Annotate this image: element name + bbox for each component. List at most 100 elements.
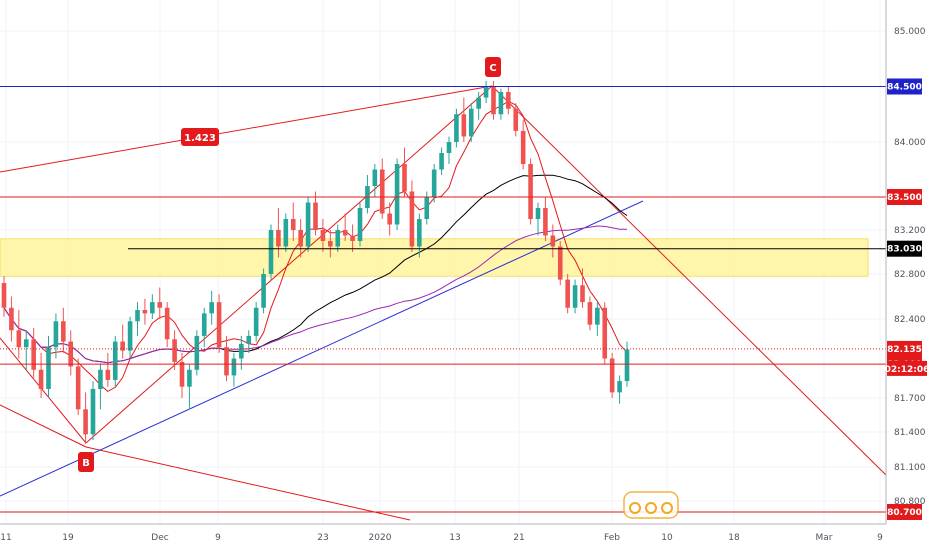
candle-body <box>461 114 467 137</box>
trendline <box>0 85 493 173</box>
price-tick-label: 82.800 <box>894 270 926 280</box>
candle-body <box>565 279 570 308</box>
candle-body <box>1 283 7 308</box>
last-price-badge <box>887 340 922 357</box>
candle-body <box>246 335 252 344</box>
candle-body <box>68 341 74 367</box>
countdown-badge <box>887 360 927 376</box>
price-tick-label: 81.400 <box>894 428 926 438</box>
candle-body <box>491 86 496 115</box>
candle-body <box>209 302 214 314</box>
price-level-badge <box>887 504 922 520</box>
candle-body <box>498 92 504 115</box>
candle-body <box>98 369 103 389</box>
time-tick-label: Mar <box>816 533 833 543</box>
candle-body <box>617 381 622 393</box>
candle-body <box>587 302 593 325</box>
candle-body <box>135 310 140 322</box>
candle-body <box>194 335 200 370</box>
candle-body <box>350 235 355 241</box>
candle-body <box>446 142 452 153</box>
candle-body <box>513 108 519 131</box>
candle-body <box>142 310 148 314</box>
candle-body <box>224 347 229 376</box>
candle-body <box>417 219 422 247</box>
candle-body <box>276 230 281 247</box>
candle-body <box>290 219 296 230</box>
candle-body <box>38 369 44 389</box>
candle-body <box>31 339 36 370</box>
candle-body <box>298 230 303 247</box>
candle-body <box>83 409 88 435</box>
candle-body <box>61 321 66 342</box>
candle-body <box>454 114 459 142</box>
trendline-layer <box>0 85 887 521</box>
time-tick-label: 13 <box>449 533 460 543</box>
price-tick-label: 80.800 <box>894 497 926 507</box>
time-tick-label: 2020 <box>369 533 392 543</box>
candle-body <box>572 285 578 308</box>
price-level-badge <box>887 189 922 205</box>
price-level-badge <box>887 240 922 257</box>
candle-body <box>580 285 585 303</box>
trendline <box>0 337 87 444</box>
candle-body <box>231 358 237 376</box>
candle-body <box>595 307 600 325</box>
candle-body <box>313 202 318 230</box>
candle-body <box>357 208 363 241</box>
candle-body <box>75 366 81 410</box>
candle-body <box>305 202 311 247</box>
price-axis[interactable]: 85.000 84.000 83.200 82.800 82.400 81.700 81.4… <box>894 27 926 507</box>
candle-body <box>335 230 341 247</box>
candle-body <box>602 307 608 359</box>
candle-body <box>550 235 556 247</box>
annotation-label: 1.423 <box>184 133 216 144</box>
candle-body <box>402 164 407 192</box>
candle-body <box>201 313 207 336</box>
candle-body <box>268 230 274 274</box>
candle-body <box>53 321 59 348</box>
time-tick-label: 19 <box>62 533 74 543</box>
candle-body <box>105 369 111 380</box>
candle-body <box>261 274 266 308</box>
price-tick-label: 83.200 <box>894 226 926 236</box>
candle-body <box>239 343 244 359</box>
countdown-label: 02:12:06 <box>885 365 930 375</box>
trendline <box>85 85 493 444</box>
time-tick-label: 23 <box>317 533 328 543</box>
price-tick-label: 85.000 <box>894 27 926 37</box>
tradingview-logo <box>623 491 679 519</box>
price-tick-label: 82.400 <box>894 315 926 325</box>
price-level-badge <box>887 78 922 95</box>
support-zone-layer <box>0 238 869 277</box>
candle-body <box>609 358 615 393</box>
support-zone <box>0 238 869 277</box>
price-level-badge-label: 84.500 <box>887 83 922 93</box>
candle-body <box>379 169 385 214</box>
candle-body <box>528 164 533 219</box>
candle-body <box>431 169 437 197</box>
candle-body <box>394 164 400 225</box>
candle-body <box>283 219 289 247</box>
time-tick-label: Feb <box>604 533 620 543</box>
candle-body <box>439 153 444 170</box>
candle-body <box>320 230 326 241</box>
candle-body <box>90 388 96 435</box>
candle-body <box>216 302 222 348</box>
trendline <box>85 446 411 521</box>
price-level-badge-label: 80.700 <box>887 508 922 518</box>
candle-body <box>179 361 185 387</box>
time-tick-label: 9 <box>877 533 883 543</box>
candle-body <box>387 213 392 225</box>
price-level-badge-label: 83.500 <box>887 193 922 203</box>
price-tick-label: 81.100 <box>894 463 926 473</box>
candle-body <box>624 349 630 382</box>
time-axis[interactable]: 11 19 Dec 9 23 2020 13 21 Feb 10 18 Mar 9 <box>0 533 883 543</box>
candle-body <box>535 208 541 219</box>
trendline <box>491 85 887 476</box>
annotation-marker <box>485 57 501 77</box>
time-tick-label: 11 <box>0 533 11 543</box>
time-tick-label: 10 <box>661 533 673 543</box>
